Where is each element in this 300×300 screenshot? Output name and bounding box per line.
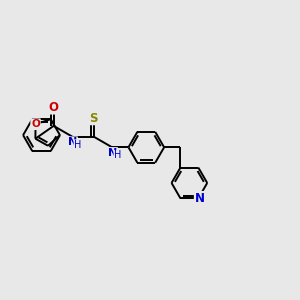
Text: O: O (49, 101, 58, 114)
Text: S: S (89, 112, 98, 125)
Text: N: N (195, 192, 205, 205)
Text: N: N (108, 148, 117, 158)
Text: N: N (68, 137, 77, 147)
Text: O: O (31, 119, 40, 129)
Text: H: H (114, 150, 121, 160)
Text: H: H (74, 140, 81, 150)
